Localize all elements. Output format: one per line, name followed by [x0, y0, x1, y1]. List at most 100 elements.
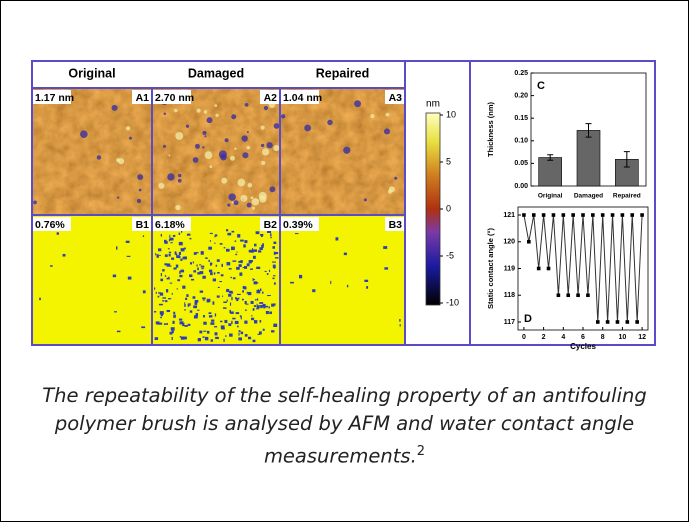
y-tick-label: 0.20 [514, 92, 528, 99]
afm-defect [260, 126, 264, 130]
afm-defect [217, 295, 220, 297]
afm-defect [226, 229, 228, 231]
afm-defect [190, 238, 192, 239]
afm-defect [234, 200, 239, 205]
afm-defect [394, 177, 397, 180]
afm-defect [141, 326, 145, 328]
afm-defect [50, 265, 52, 267]
afm-defect [155, 253, 156, 255]
afm-defect [269, 270, 270, 272]
afm-defect [211, 339, 213, 341]
data-point [596, 320, 600, 324]
x-tick-label: Repaired [613, 193, 641, 200]
panel-label: A1 [136, 92, 150, 104]
column-header: Repaired [316, 66, 370, 80]
afm-defect [170, 265, 171, 267]
afm-defect [270, 233, 271, 236]
afm-defect [237, 234, 240, 237]
afm-defect [237, 294, 241, 295]
afm-defect [200, 291, 203, 293]
afm-defect [238, 337, 242, 340]
afm-defect [194, 302, 197, 305]
afm-defect [169, 235, 170, 238]
afm-defect [220, 321, 222, 323]
afm-defect [245, 103, 249, 107]
afm-defect [175, 132, 183, 140]
data-point [621, 213, 625, 217]
afm-defect [190, 303, 191, 305]
afm-defect [366, 286, 368, 289]
afm-defect [227, 262, 231, 265]
x-tick-label: 10 [618, 334, 626, 341]
afm-defect [39, 298, 41, 300]
afm-defect [256, 308, 259, 309]
afm-defect [197, 268, 199, 271]
afm-defect [255, 282, 259, 283]
column-header: Damaged [188, 66, 244, 80]
afm-defect [210, 272, 213, 275]
x-axis-label: Cycles [570, 342, 596, 351]
afm-defect [167, 310, 170, 312]
data-point [591, 213, 595, 217]
afm-defect [184, 325, 187, 327]
afm-phase-image [32, 215, 152, 345]
afm-defect [230, 302, 231, 305]
afm-defect [219, 281, 222, 282]
afm-defect [384, 128, 390, 134]
afm-defect [203, 299, 204, 301]
y-tick-label: 117 [504, 319, 515, 326]
afm-defect [347, 285, 348, 287]
afm-defect [268, 306, 269, 308]
afm-defect [202, 297, 206, 299]
afm-texture [32, 88, 152, 215]
afm-defect [159, 323, 163, 325]
x-tick-label: Damaged [574, 193, 603, 200]
afm-defect [201, 251, 204, 254]
afm-defect [249, 260, 252, 263]
colorbar-tick-label: -5 [446, 250, 454, 260]
afm-defect [181, 248, 185, 251]
afm-defect [384, 267, 388, 269]
caption-ref: 2 [417, 444, 425, 459]
afm-defect [267, 231, 271, 233]
afm-defect [236, 252, 237, 253]
afm-defect [137, 199, 141, 203]
data-point [616, 320, 620, 324]
afm-defect [274, 282, 276, 284]
afm-defect [250, 268, 253, 269]
afm-defect [210, 233, 213, 234]
afm-defect [155, 337, 158, 340]
afm-defect [267, 273, 269, 275]
afm-defect [180, 336, 181, 338]
y-axis-label: Thickness (nm) [486, 101, 495, 157]
afm-defect [231, 114, 236, 119]
panel-label: C [537, 80, 545, 92]
afm-defect [253, 250, 257, 252]
afm-defect [207, 117, 213, 123]
afm-defect [245, 309, 247, 311]
data-point [630, 213, 634, 217]
afm-defect [245, 334, 248, 337]
afm-defect [260, 305, 262, 308]
afm-defect [255, 299, 256, 301]
afm-defect [231, 297, 232, 300]
afm-defect [241, 135, 247, 141]
panel-value: 0.39% [283, 219, 313, 231]
y-tick-label: 0.25 [514, 70, 528, 77]
afm-defect [175, 251, 177, 254]
afm-defect [195, 144, 200, 149]
panel-label: A3 [389, 92, 403, 104]
afm-defect [165, 300, 167, 302]
afm-defect [240, 195, 247, 202]
afm-defect [241, 260, 243, 263]
afm-phase-image [280, 215, 405, 345]
afm-defect [254, 279, 255, 280]
afm-defect [217, 272, 219, 274]
afm-defect [235, 254, 237, 255]
afm-defect [227, 233, 231, 236]
afm-defect [221, 325, 225, 328]
afm-defect [173, 268, 176, 270]
panel-value: 1.17 nm [35, 92, 74, 104]
afm-defect [304, 125, 311, 132]
afm-defect [247, 203, 252, 208]
